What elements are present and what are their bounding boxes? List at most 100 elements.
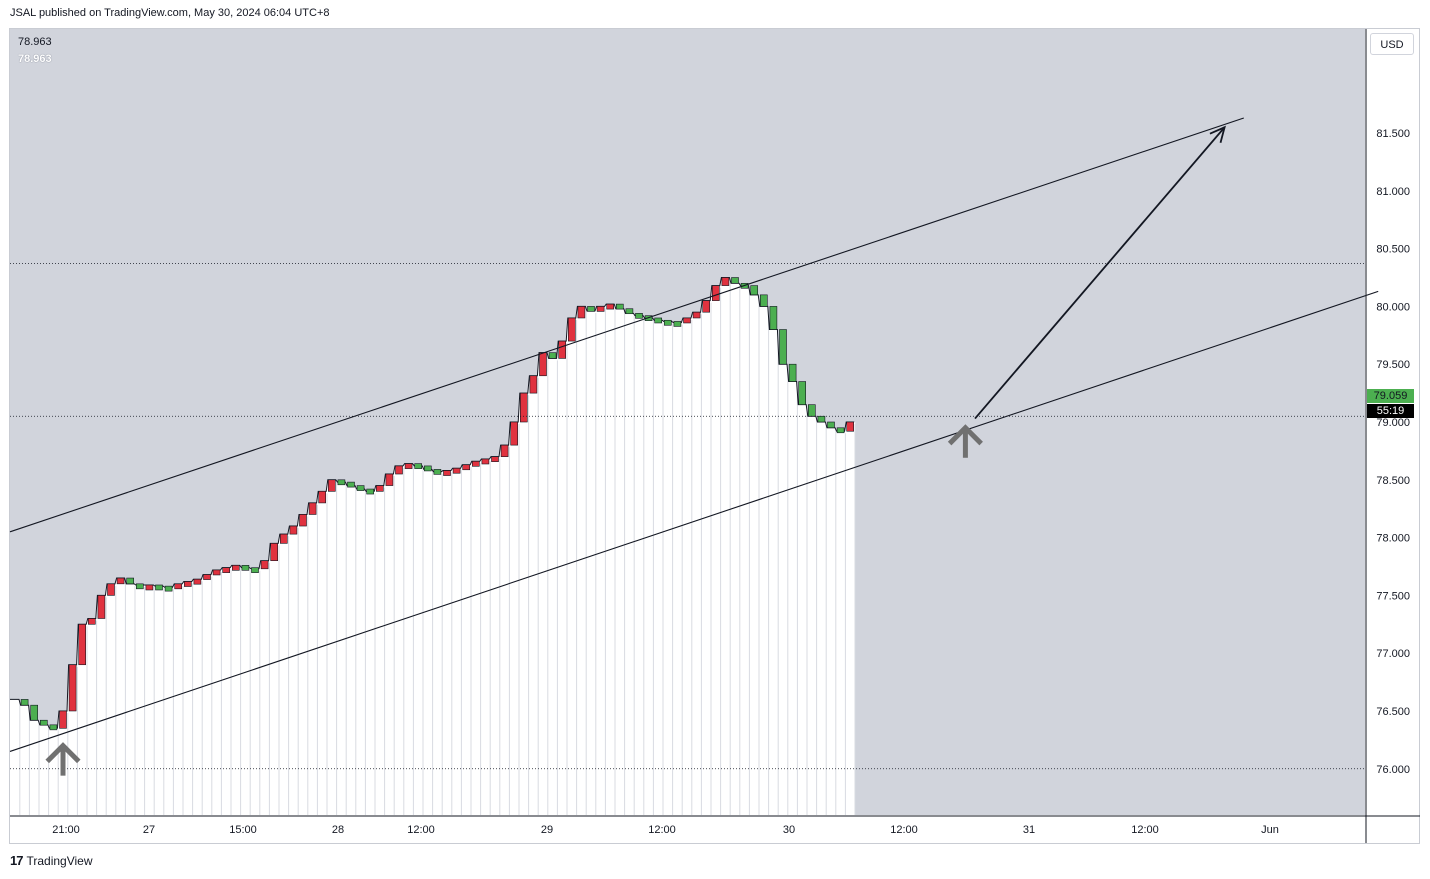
ohlc-value: 78.963 <box>18 36 52 48</box>
time-axis-label: 15:00 <box>229 824 257 836</box>
price-axis-label: 80.000 <box>1376 301 1410 313</box>
candle <box>491 456 499 462</box>
candle <box>702 300 711 313</box>
candle <box>423 465 432 472</box>
published-header: JSAL published on TradingView.com, May 3… <box>10 7 330 19</box>
time-axis-label: Jun <box>1261 824 1279 836</box>
time-axis-label: 12:00 <box>407 824 435 836</box>
candle <box>251 567 259 573</box>
candle <box>97 595 106 619</box>
candle <box>721 277 730 286</box>
price-axis-label: 80.500 <box>1376 244 1410 256</box>
tradingview-logo-icon: 17 <box>10 853 24 868</box>
currency-button[interactable]: USD <box>1370 33 1414 55</box>
time-axis-label: 12:00 <box>648 824 676 836</box>
candle <box>711 285 720 301</box>
candle <box>615 303 624 310</box>
candle <box>366 488 375 495</box>
time-axis-label: 21:00 <box>52 824 80 836</box>
candle <box>846 421 855 432</box>
candle <box>731 277 739 284</box>
up-arrow-marker-head <box>45 742 81 764</box>
footer-brand[interactable]: TradingView <box>26 853 93 868</box>
candle <box>817 415 826 423</box>
time-axis-label: 31 <box>1023 824 1035 836</box>
candle <box>539 352 547 377</box>
candle <box>663 319 672 326</box>
candle <box>347 481 355 488</box>
candle <box>577 306 586 319</box>
candle <box>49 724 58 731</box>
candle <box>375 485 384 492</box>
time-axis-label: 28 <box>332 824 344 836</box>
candle <box>587 306 595 312</box>
candle <box>279 533 288 544</box>
candle <box>136 583 144 590</box>
projection-arrow <box>974 126 1226 420</box>
current-price-tag: 79.059 <box>1367 389 1414 403</box>
candle <box>337 479 346 486</box>
candle <box>481 458 490 465</box>
candle <box>78 623 86 666</box>
candle <box>212 569 221 576</box>
candle <box>500 444 509 457</box>
channel-trend-line <box>9 290 1379 752</box>
price-axis-label: 76.500 <box>1376 706 1410 718</box>
candle <box>769 306 778 330</box>
candle <box>452 467 461 474</box>
candle <box>39 719 48 726</box>
candle <box>558 340 567 359</box>
candle <box>529 375 538 394</box>
candle <box>443 470 451 476</box>
candle <box>519 392 528 423</box>
candle <box>241 565 250 571</box>
candle <box>356 485 365 491</box>
candle <box>404 463 413 469</box>
bar-countdown-tag: 55:19 <box>1367 404 1414 418</box>
candle <box>510 421 519 446</box>
candle <box>759 294 768 307</box>
candle <box>471 460 480 467</box>
candle <box>798 381 807 405</box>
candle <box>779 329 787 365</box>
candle <box>126 577 134 585</box>
ohlc-value-secondary: 78.963 <box>18 53 52 65</box>
price-axis-label: 77.000 <box>1376 648 1410 660</box>
candle <box>327 479 336 492</box>
candle <box>807 404 816 417</box>
candle <box>59 710 67 729</box>
candle <box>289 525 298 535</box>
candle <box>385 473 394 486</box>
candle <box>606 303 615 310</box>
candle <box>414 463 423 469</box>
channel-trend-line <box>9 117 1244 533</box>
candle <box>654 317 663 324</box>
price-axis-label: 81.000 <box>1376 186 1410 198</box>
candle <box>116 577 125 585</box>
time-axis-label: 29 <box>541 824 553 836</box>
time-axis-label: 30 <box>783 824 795 836</box>
candle <box>836 427 845 434</box>
candle <box>88 618 96 625</box>
candle <box>596 306 605 312</box>
price-axis-label: 81.500 <box>1376 128 1410 140</box>
candle <box>260 560 269 570</box>
candle <box>567 317 576 342</box>
time-axis-label: 12:00 <box>1131 824 1159 836</box>
candle <box>232 565 240 571</box>
price-axis-label: 76.000 <box>1376 764 1410 776</box>
candle <box>318 491 327 504</box>
candle <box>164 585 173 592</box>
candle <box>827 421 835 429</box>
candle <box>788 363 797 382</box>
price-axis-label: 77.500 <box>1376 590 1410 602</box>
price-axis-label: 79.000 <box>1376 417 1410 429</box>
candle <box>155 584 163 591</box>
candle <box>683 317 691 324</box>
up-arrow-marker-head <box>947 424 983 446</box>
price-axis-label: 79.500 <box>1376 359 1410 371</box>
candle <box>308 502 317 515</box>
candle <box>635 313 643 319</box>
candle <box>193 578 202 585</box>
